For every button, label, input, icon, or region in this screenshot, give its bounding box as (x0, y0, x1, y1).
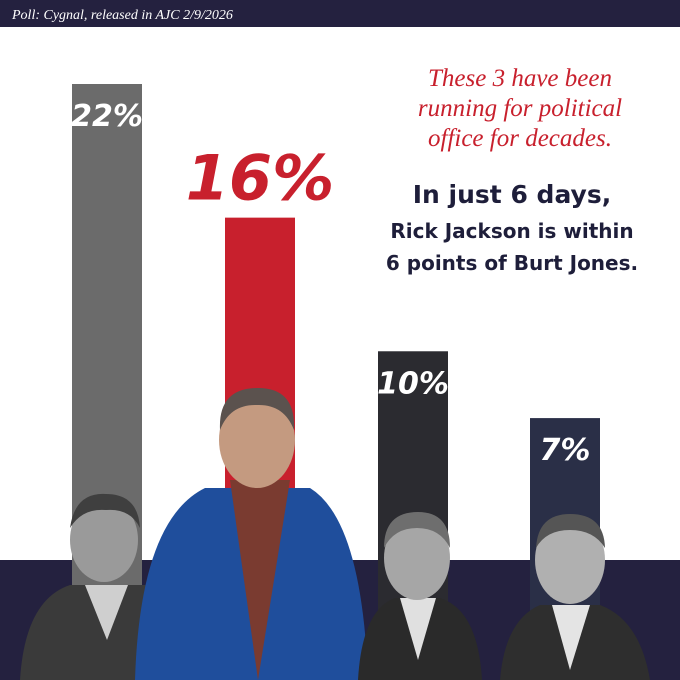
top-band (0, 0, 680, 27)
portrait (535, 516, 605, 604)
annotation: These 3 have been running for political of… (386, 65, 638, 275)
note-line: running for political (418, 95, 622, 122)
portrait (85, 585, 128, 640)
note-line: office for decades. (428, 125, 612, 152)
portraits (20, 388, 650, 680)
portrait (384, 512, 450, 548)
source: Poll: Cygnal, released in AJC 2/9/2026 (11, 8, 233, 23)
portrait (552, 605, 590, 670)
value-label: 10% (377, 366, 449, 401)
portrait (219, 392, 295, 488)
value-label: 16% (186, 142, 334, 215)
headline: In just 6 days, (413, 180, 611, 209)
portrait (70, 493, 140, 528)
portrait (384, 516, 450, 600)
portrait (230, 480, 290, 680)
sub-line: Rick Jackson is within (390, 219, 633, 243)
note-line: These 3 have been (428, 65, 612, 92)
portrait (400, 598, 436, 660)
portrait (219, 388, 295, 430)
portrait (536, 514, 605, 548)
portrait (70, 498, 138, 582)
value-label: 7% (540, 433, 591, 468)
value-label: 22% (71, 99, 143, 134)
sub-line: 6 points of Burt Jones. (386, 251, 638, 275)
